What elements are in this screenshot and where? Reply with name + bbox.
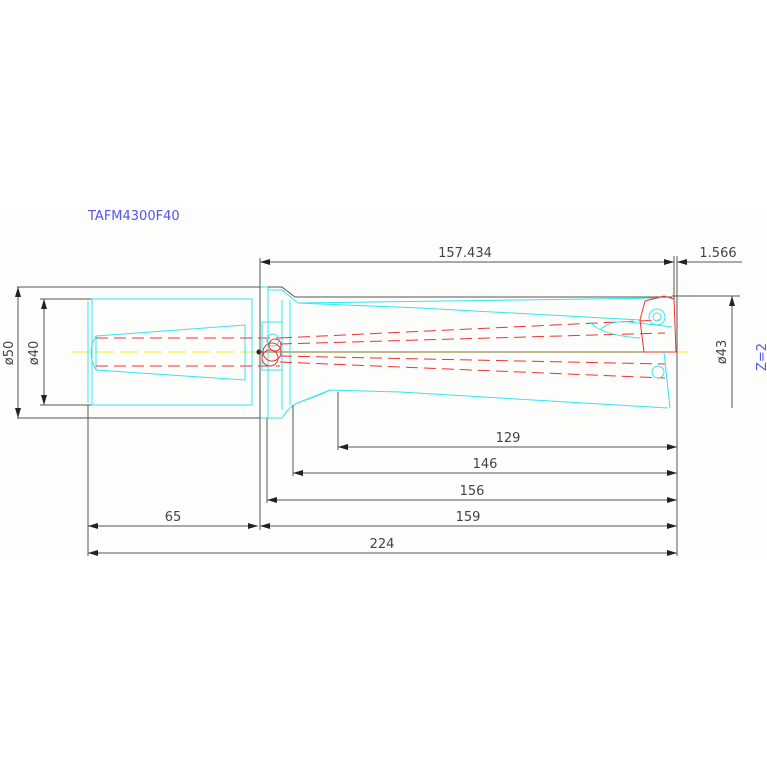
drawing-area: [0, 208, 767, 560]
drawing-title: TAFM4300F40: [87, 209, 180, 224]
dim-shank-diameter: ø50: [2, 341, 17, 366]
teeth-count: Z=2: [755, 343, 767, 371]
dim-159: 159: [456, 510, 481, 525]
dim-146: 146: [473, 457, 498, 472]
dim-157-434: 157.434: [438, 246, 492, 261]
dim-1-566: 1.566: [699, 246, 736, 261]
dim-65: 65: [165, 510, 182, 525]
dim-cutting-diameter: ø43: [715, 340, 730, 365]
dim-156: 156: [460, 484, 485, 499]
dim-shank-inner-diameter: ø40: [27, 341, 42, 366]
dim-224: 224: [370, 537, 395, 552]
dimensions: ø50 ø40 157.434 1.566 ø43 Z=2 129 146 15…: [2, 246, 767, 556]
tool-body: [256, 286, 677, 419]
dim-129: 129: [496, 431, 521, 446]
